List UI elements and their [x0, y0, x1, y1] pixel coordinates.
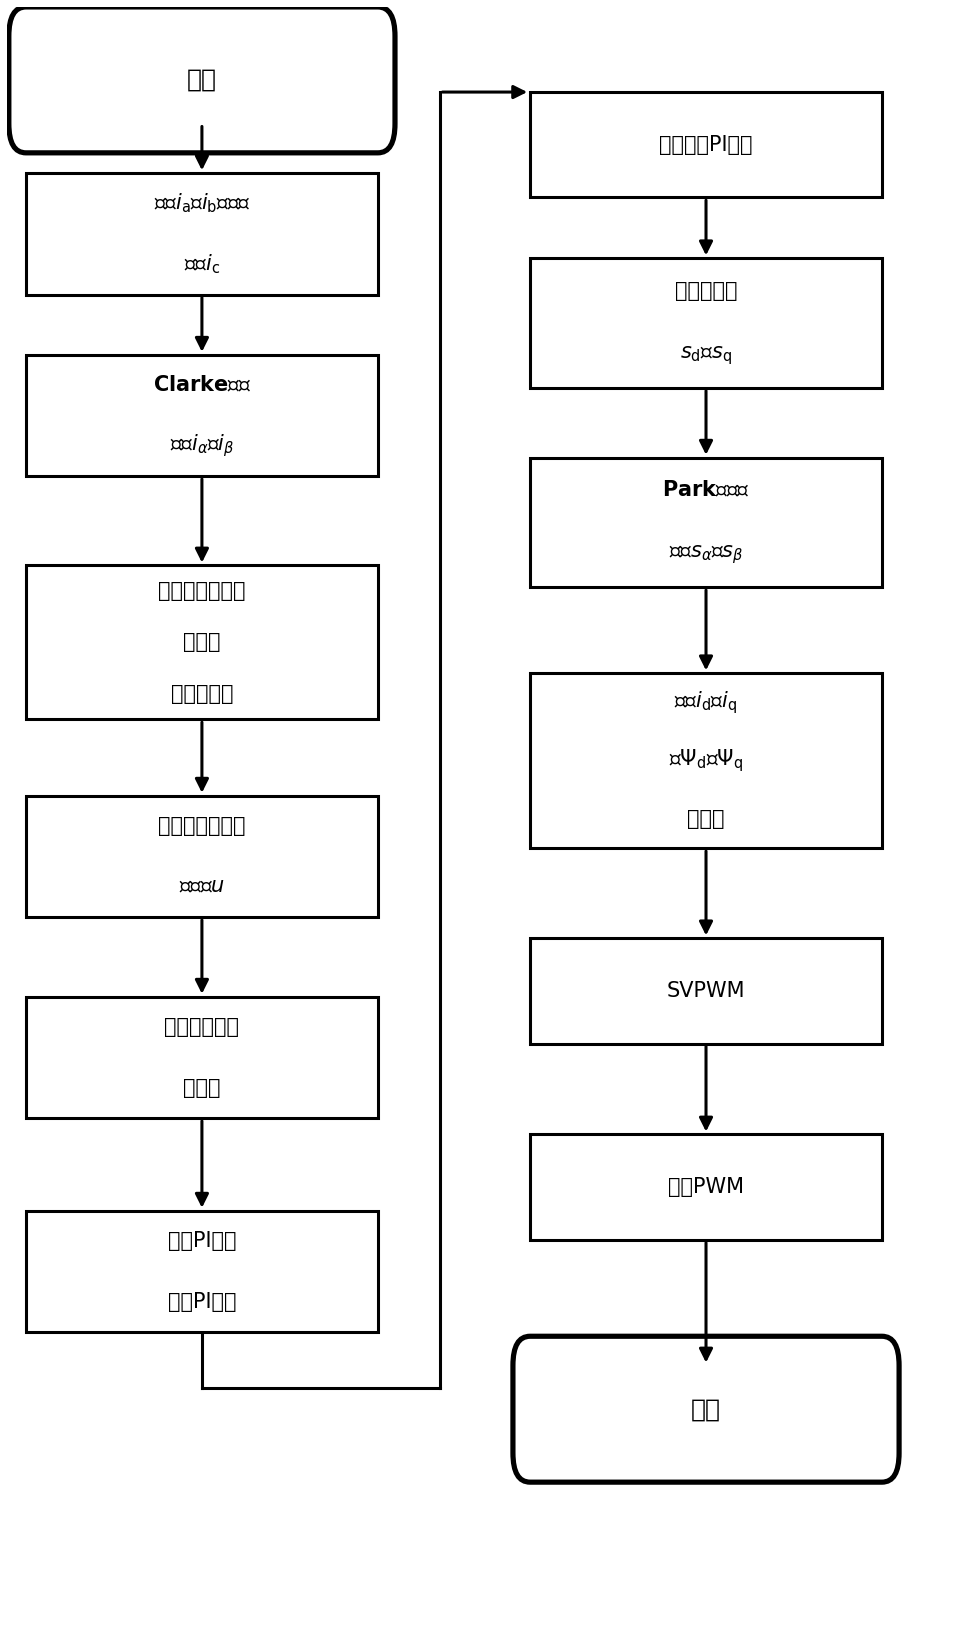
Text: 、$\Psi_{\mathrm{d}}$、$\Psi_{\mathrm{q}}$: 、$\Psi_{\mathrm{d}}$、$\Psi_{\mathrm{q}}$	[669, 747, 743, 773]
Text: 计算$i_{\mathrm{c}}$: 计算$i_{\mathrm{c}}$	[184, 252, 220, 276]
Bar	[530, 938, 882, 1043]
Text: 返回: 返回	[691, 1398, 721, 1421]
Text: 电流内环PI调节: 电流内环PI调节	[659, 134, 753, 155]
Bar	[26, 173, 378, 294]
Bar	[530, 92, 882, 198]
Text: 控制量$u$: 控制量$u$	[179, 876, 225, 898]
Bar	[530, 458, 882, 587]
Bar	[26, 1210, 378, 1333]
Text: 计算控制量: 计算控制量	[675, 281, 737, 301]
Bar	[530, 1135, 882, 1239]
Text: SVPWM: SVPWM	[667, 981, 745, 1001]
Text: 计算$s_{\alpha}$、$s_{\beta}$: 计算$s_{\alpha}$、$s_{\beta}$	[669, 543, 743, 566]
Bar	[26, 796, 378, 917]
Bar	[26, 355, 378, 476]
Text: 滑模观测器: 滑模观测器	[171, 683, 234, 703]
Text: 读取$i_{\mathrm{a}}$、$i_{\mathrm{b}}$采样值: 读取$i_{\mathrm{a}}$、$i_{\mathrm{b}}$采样值	[153, 191, 250, 216]
Text: 计算$i_{\mathrm{d}}$、$i_{\mathrm{q}}$: 计算$i_{\mathrm{d}}$、$i_{\mathrm{q}}$	[675, 688, 737, 716]
FancyBboxPatch shape	[513, 1336, 899, 1483]
Bar	[26, 997, 378, 1118]
FancyBboxPatch shape	[9, 7, 395, 152]
Text: $\mathbf{Clarke}$变换: $\mathbf{Clarke}$变换	[152, 374, 251, 396]
Text: 位置角: 位置角	[183, 1077, 221, 1097]
Bar	[26, 566, 378, 719]
Text: 输出PWM: 输出PWM	[668, 1177, 744, 1197]
Text: 计算估计转子: 计算估计转子	[164, 1017, 239, 1037]
Text: 转速PI调节: 转速PI调节	[168, 1231, 236, 1251]
Text: 自适应: 自适应	[183, 633, 221, 652]
Bar	[530, 258, 882, 387]
Text: 磁链PI调节: 磁链PI调节	[168, 1292, 236, 1311]
Text: 开始: 开始	[187, 69, 217, 92]
Text: $s_{\mathrm{d}}$、$s_{\mathrm{q}}$: $s_{\mathrm{d}}$、$s_{\mathrm{q}}$	[680, 343, 732, 366]
Text: 建立旋转坐标系: 建立旋转坐标系	[158, 580, 246, 602]
Text: $\mathbf{Park}$反变换: $\mathbf{Park}$反变换	[662, 481, 750, 500]
Bar	[530, 674, 882, 849]
Text: 计算$i_{\alpha}$、$i_{\beta}$: 计算$i_{\alpha}$、$i_{\beta}$	[170, 433, 234, 459]
Text: 估计值: 估计值	[687, 809, 725, 829]
Text: 计算估计转速和: 计算估计转速和	[158, 816, 246, 835]
